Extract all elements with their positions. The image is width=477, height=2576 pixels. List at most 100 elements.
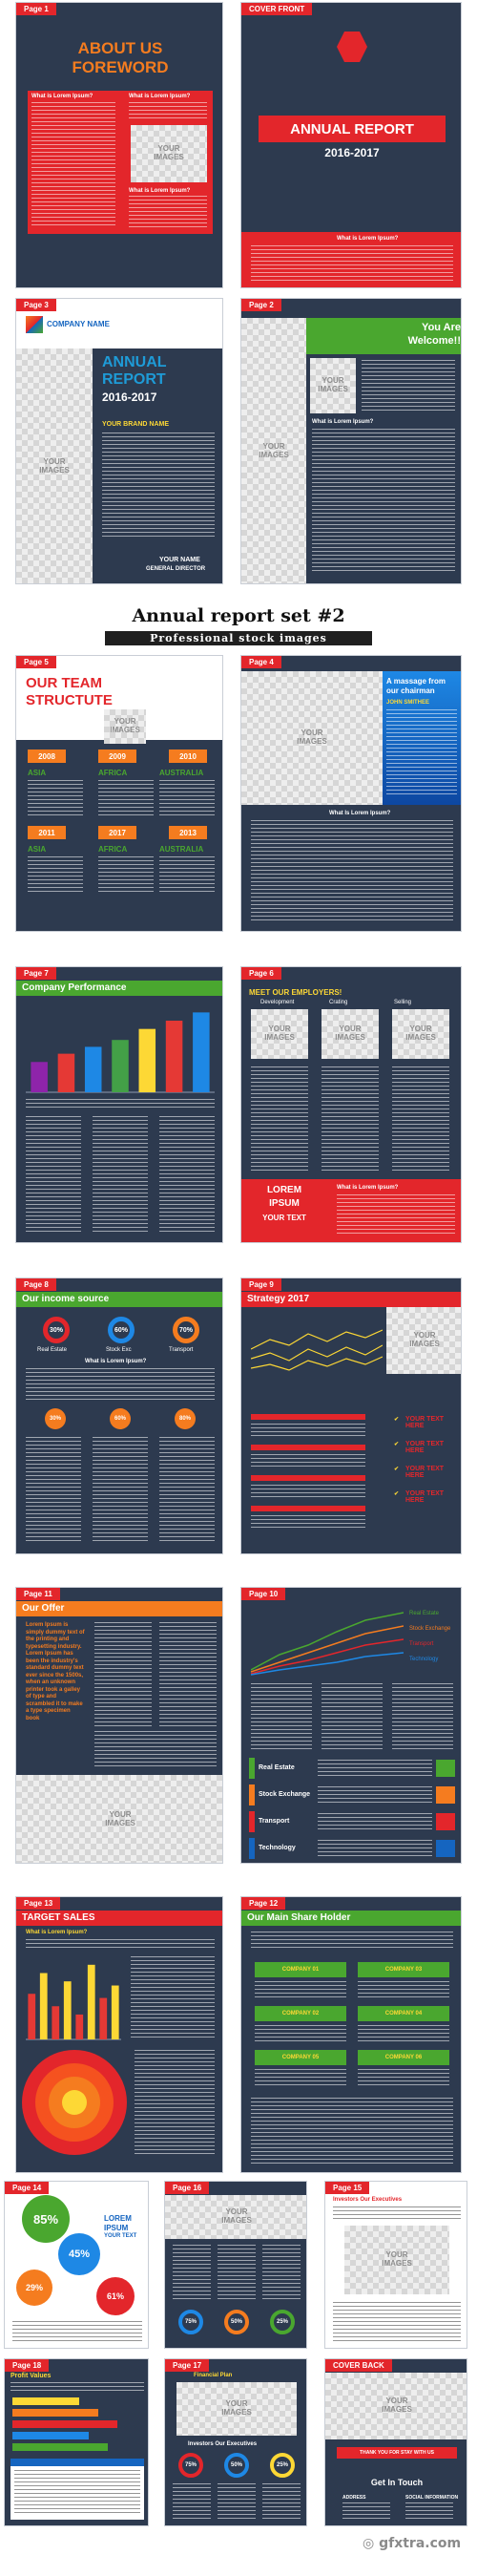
chart-bar <box>165 1021 183 1092</box>
page-12[interactable]: Page 12 Our Main Share Holder COMPANY 01… <box>240 1896 462 2173</box>
donut-chart: 25% <box>270 2310 295 2334</box>
image-placeholder: YOUR IMAGES <box>386 1307 461 1374</box>
title-banner <box>241 1292 461 1307</box>
question: What Is Lorem Ipsum? <box>329 811 391 816</box>
page-18[interactable]: Page 18 Profit Values <box>4 2358 149 2526</box>
page-11[interactable]: Page 11 Our Offer Lorem Ipsum is simply … <box>15 1587 223 1864</box>
placeholder-label: YOUR IMAGES <box>297 728 327 746</box>
chart-bar <box>112 1040 129 1092</box>
body-text <box>12 2321 142 2344</box>
page-7[interactable]: Page 7 Company Performance <box>15 966 223 1243</box>
body-text <box>129 102 207 121</box>
page-5[interactable]: Page 5 OUR TEAM STRUCTUTE YOUR IMAGES 20… <box>15 655 223 932</box>
body-text <box>251 2098 453 2164</box>
page-14[interactable]: Page 14 85% 45% 29% 61% LOREM IPSUM YOUR… <box>4 2181 149 2349</box>
stat-circle: 45% <box>58 2233 100 2275</box>
body-text <box>333 2302 461 2342</box>
body-text <box>251 1454 365 1469</box>
company-chip: COMPANY 02 <box>255 2006 346 2021</box>
row-label: Technology <box>259 1845 296 1851</box>
body-text <box>218 2245 256 2302</box>
page-13[interactable]: Page 13 TARGET SALES What is Lorem Ipsum… <box>15 1896 223 2173</box>
title-line-1: OUR TEAM <box>26 675 102 691</box>
cover-back[interactable]: COVER BACK YOUR IMAGES THANK YOU FOR STA… <box>324 2358 467 2526</box>
image-placeholder: YOUR IMAGES <box>241 671 383 805</box>
page-title: Financial Plan <box>194 2373 233 2378</box>
body-text <box>337 1194 455 1236</box>
profit-bar <box>12 2432 89 2439</box>
bullet-text: YOUR TEXT HERE <box>405 1416 445 1429</box>
check-icon: ✔ <box>394 1417 400 1423</box>
placeholder-label: YOUR IMAGES <box>335 1024 365 1042</box>
page-title: Investors Our Executives <box>333 2197 403 2203</box>
page-6[interactable]: Page 6 MEET OUR EMPLOYERS! Development C… <box>240 966 462 1243</box>
income-label: Transport <box>169 1347 194 1353</box>
body-text <box>318 1840 432 1857</box>
body-text <box>94 1731 217 1769</box>
page-tag: Page 15 <box>325 2182 370 2194</box>
thanks-banner <box>337 2447 457 2459</box>
subtitle-bar <box>105 631 372 645</box>
page-8[interactable]: Page 8 Our income source 30% 60% 70% Rea… <box>15 1277 223 1554</box>
profit-bar <box>12 2409 98 2417</box>
set-title: Annual report set #2 <box>132 605 345 626</box>
year-chip: 2010 <box>169 750 207 763</box>
donut-chart: 75% <box>178 2310 203 2334</box>
page-tag: Page 13 <box>16 1897 61 1910</box>
chairman-name: JOHN SMITHEE <box>386 700 430 706</box>
row-marker <box>249 1784 255 1805</box>
income-label: Real Estate <box>37 1347 68 1353</box>
page-tag: Page 12 <box>241 1897 286 1910</box>
page-17[interactable]: Page 17 Financial Plan YOUR IMAGES Inves… <box>164 2358 307 2526</box>
bullet-text: YOUR TEXT HERE <box>405 1490 445 1504</box>
page-16[interactable]: Page 16 YOUR IMAGES 75% 50% 25% <box>164 2181 307 2349</box>
body-text <box>26 1437 81 1544</box>
portrait-placeholder: YOUR IMAGES <box>310 358 356 413</box>
contact-heading: Get In Touch <box>370 2478 424 2487</box>
image-placeholder: YOUR IMAGES <box>16 348 93 583</box>
page-2[interactable]: Page 2 YOUR IMAGES You Are Welcome!! YOU… <box>240 298 462 584</box>
body-text <box>333 2206 461 2220</box>
page-1[interactable]: Page 1 ABOUT US FOREWORD What is Lorem I… <box>15 2 223 288</box>
placeholder-label: YOUR IMAGES <box>259 442 289 459</box>
body-text <box>93 1437 148 1544</box>
question: What is Lorem Ipsum? <box>312 419 374 425</box>
company-chip: COMPANY 01 <box>255 1962 346 1977</box>
series-line <box>251 1638 404 1675</box>
page-15[interactable]: Page 15 Investors Our Executives YOUR IM… <box>324 2181 467 2349</box>
page-4[interactable]: Page 4 YOUR IMAGES A massage from our ch… <box>240 655 462 932</box>
body-text <box>159 1437 215 1544</box>
body-text <box>98 856 154 895</box>
title-banner <box>16 981 222 996</box>
chart-bar <box>87 1964 95 2039</box>
body-text <box>173 2245 211 2302</box>
row-marker <box>249 1838 255 1859</box>
image-placeholder: YOUR IMAGES <box>325 2373 467 2439</box>
page-title: Our Offer <box>22 1603 65 1614</box>
cover-front[interactable]: COVER FRONT ANNUAL REPORT 2016-2017 What… <box>240 2 462 288</box>
bullet-text: YOUR TEXT HERE <box>405 1466 445 1479</box>
body-text <box>251 1515 365 1531</box>
body-text <box>129 196 207 228</box>
page-tag: Page 16 <box>165 2182 210 2194</box>
address-label: ADDRESS <box>342 2495 366 2501</box>
footer-logo: ◎ gfxtra.com <box>363 2536 462 2551</box>
image-placeholder: YOUR IMAGES <box>344 2226 449 2294</box>
body-text <box>386 709 457 795</box>
company-logo-icon <box>26 316 43 333</box>
profit-bar <box>12 2443 108 2451</box>
title-line-2: FOREWORD <box>72 58 169 76</box>
page-3[interactable]: Page 3 COMPANY NAME YOUR IMAGES ANNUAL R… <box>15 298 223 584</box>
chart-bar <box>99 1997 108 2039</box>
body-text <box>251 1066 308 1172</box>
page-tag: Page 1 <box>16 3 56 15</box>
page-10[interactable]: Page 10 Real Estate Stock Exchange Trans… <box>240 1587 462 1864</box>
year-chip: 2013 <box>169 826 207 839</box>
body-text <box>321 1066 379 1172</box>
body-text <box>392 1066 449 1172</box>
lorem-line-3: YOUR TEXT <box>262 1214 306 1222</box>
page-9[interactable]: Page 9 Strategy 2017 YOUR IMAGES ✔ YOUR … <box>240 1277 462 1554</box>
set-subtitle: Professional stock images <box>150 632 327 644</box>
image-placeholder: YOUR IMAGES <box>176 2382 297 2436</box>
placeholder-label: YOUR IMAGES <box>39 457 70 475</box>
